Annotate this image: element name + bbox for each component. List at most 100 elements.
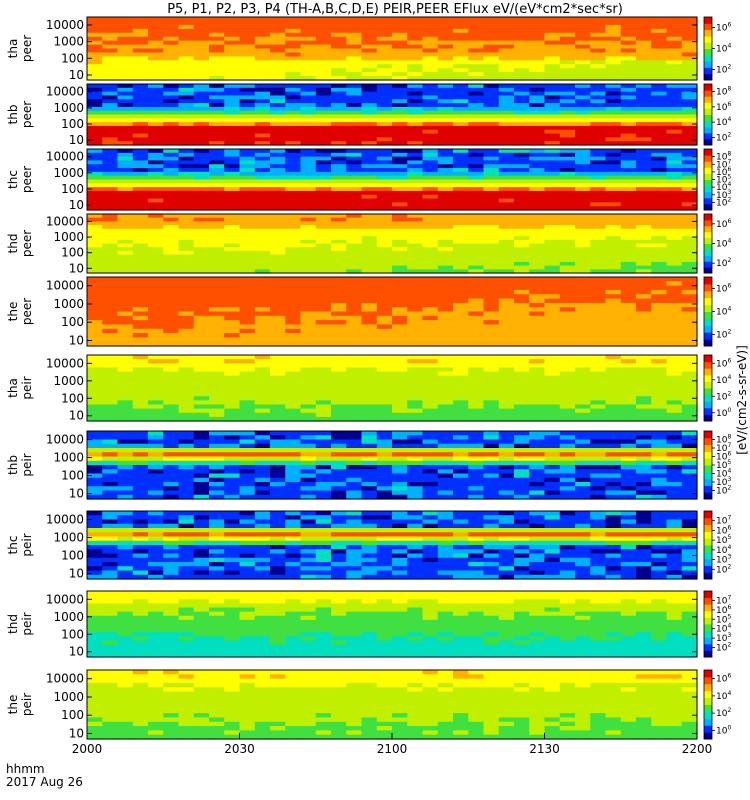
colorbar-segment — [704, 465, 712, 473]
spectrogram-cell — [681, 511, 698, 516]
spectrogram-cell — [331, 482, 347, 487]
spectrogram-cell — [148, 277, 164, 282]
spectrogram-cell — [148, 341, 164, 347]
colorbar-tick-label: 104 — [716, 116, 731, 128]
spectrogram-cell — [300, 84, 317, 89]
spectrogram-cell — [559, 44, 576, 50]
spectrogram-cell — [270, 221, 286, 226]
spectrogram-cell — [148, 439, 164, 445]
spectrogram-cell — [620, 68, 637, 73]
spectrogram-cell — [544, 228, 561, 234]
spectrogram-cell — [437, 133, 454, 138]
spectrogram-cell — [392, 456, 408, 462]
spectrogram-cell — [407, 217, 424, 222]
spectrogram-cell — [590, 179, 607, 184]
spectrogram-cell — [437, 32, 454, 38]
spectrogram-cell — [468, 103, 485, 108]
spectrogram-cell — [331, 328, 347, 334]
spectrogram-cell — [193, 84, 210, 89]
spectrogram-cell — [437, 341, 454, 347]
spectrogram-cell — [87, 404, 103, 410]
spectrogram-cell — [529, 225, 546, 230]
spectrogram-cell — [193, 494, 210, 500]
colorbar-segment — [704, 155, 712, 162]
spectrogram-cell — [681, 254, 698, 259]
spectrogram-cell — [315, 439, 332, 445]
spectrogram-cell — [605, 44, 622, 50]
spectrogram-cell — [117, 396, 134, 401]
spectrogram-cell — [544, 285, 561, 291]
spectrogram-cell — [285, 482, 302, 487]
spectrogram-cell — [422, 333, 439, 338]
spectrogram-cell — [483, 236, 500, 241]
spectrogram-cell — [361, 486, 378, 492]
spectrogram-cell — [559, 137, 576, 142]
spectrogram-cell — [422, 32, 439, 38]
spectrogram-cell — [636, 232, 652, 237]
spectrogram-cell — [376, 28, 393, 34]
spectrogram-cell — [102, 388, 119, 393]
spectrogram-cell — [117, 388, 134, 393]
spectrogram-cell — [117, 17, 134, 22]
spectrogram-cell — [636, 122, 652, 127]
spectrogram-cell — [376, 265, 393, 270]
spectrogram-cell — [315, 141, 332, 146]
spectrogram-cell — [285, 412, 302, 418]
spectrogram-cell — [437, 20, 454, 26]
spectrogram-cell — [209, 355, 225, 360]
spectrogram-cell — [285, 285, 302, 291]
spectrogram-cell — [254, 179, 271, 184]
spectrogram-cell — [681, 118, 698, 123]
spectrogram-cell — [529, 379, 546, 385]
spectrogram-cell — [300, 232, 317, 237]
spectrogram-cell — [651, 388, 668, 393]
spectrogram-cell — [620, 187, 637, 192]
spectrogram-cell — [620, 277, 637, 282]
spectrogram-cell — [300, 114, 317, 119]
spectrogram-cell — [559, 452, 576, 458]
spectrogram-cell — [87, 87, 103, 93]
spectrogram-cell — [483, 416, 500, 422]
spectrogram-cell — [666, 243, 683, 248]
spectrogram-cell — [102, 20, 119, 26]
spectrogram-cell — [666, 258, 683, 263]
spectrogram-cell — [453, 72, 469, 77]
spectrogram-cell — [620, 285, 637, 291]
spectrogram-cell — [346, 247, 363, 252]
spectrogram-cell — [331, 412, 347, 418]
spectrogram-cell — [666, 114, 683, 119]
spectrogram-cell — [498, 473, 515, 479]
spectrogram-cell — [132, 28, 149, 34]
spectrogram-cell — [193, 416, 210, 422]
spectrogram-cell — [270, 236, 286, 241]
spectrogram-cell — [392, 133, 408, 138]
spectrogram-cell — [361, 20, 378, 26]
spectrogram-cell — [178, 285, 195, 291]
spectrogram-cell — [254, 190, 271, 196]
spectrogram-cell — [575, 289, 591, 295]
spectrogram-cell — [209, 125, 225, 131]
spectrogram-cell — [285, 137, 302, 142]
spectrogram-cell — [407, 307, 424, 313]
spectrogram-cell — [270, 164, 286, 169]
spectrogram-cell — [376, 68, 393, 73]
spectrogram-cell — [361, 64, 378, 69]
spectrogram-cell — [590, 412, 607, 418]
spectrogram-cell — [239, 355, 256, 360]
spectrogram-cell — [498, 269, 515, 274]
spectrogram-cell — [483, 404, 500, 410]
spectrogram-cell — [437, 28, 454, 34]
spectrogram-cell — [300, 528, 317, 533]
spectrogram-cell — [468, 247, 485, 252]
spectrogram-cell — [392, 511, 408, 516]
spectrogram-cell — [483, 443, 500, 449]
spectrogram-cell — [285, 408, 302, 414]
spectrogram-cell — [102, 285, 119, 291]
spectrogram-cell — [529, 28, 546, 34]
spectrogram-cell — [559, 221, 576, 226]
spectrogram-cell — [498, 375, 515, 381]
spectrogram-cell — [666, 435, 683, 441]
spectrogram-cell — [468, 341, 485, 347]
spectrogram-cell — [620, 367, 637, 373]
